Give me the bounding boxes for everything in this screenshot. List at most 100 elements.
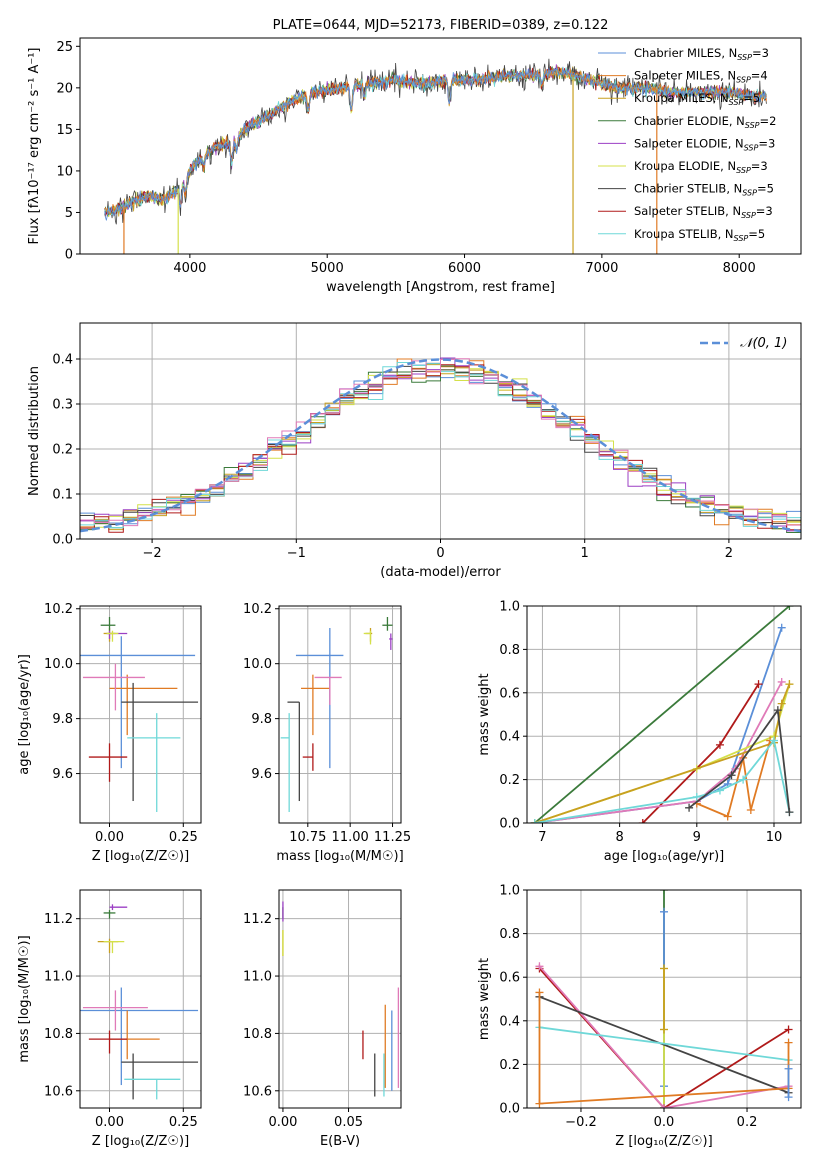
y-tick-label: 0.4 bbox=[499, 1014, 520, 1029]
weight-line-salpeter_miles bbox=[696, 740, 771, 818]
x-axis-label: Z [log₁₀(Z/Z☉)] bbox=[92, 1134, 189, 1149]
legend-label: Chabrier MILES, NSSP=3 bbox=[634, 46, 769, 62]
y-axis-label: Normed distribution bbox=[27, 366, 42, 496]
errorbar-point-salpeter_stelib bbox=[302, 743, 314, 771]
axes-mass_vs_ebv: 0.00 0.05 10.6 10.8 11.0 11.2 E(B-V) bbox=[243, 890, 401, 1149]
axes-frame bbox=[278, 889, 402, 1109]
weight-line-kroupa_stelib bbox=[534, 738, 791, 823]
y-axis-label: mass weight bbox=[477, 958, 492, 1040]
x-tick-label: 9 bbox=[693, 830, 701, 845]
x-tick-label: 0.25 bbox=[169, 1115, 198, 1130]
weight-marker bbox=[784, 1064, 793, 1073]
weight-marker bbox=[777, 699, 786, 708]
x-tick-label: 0.00 bbox=[95, 830, 124, 845]
errorbar-point-kroupa_elodie bbox=[103, 940, 125, 954]
errorbars-age_vs_mass bbox=[280, 616, 393, 813]
axes-weight_vs_z: −0.2 0.0 0.2 0.0 0.2 0.4 0.6 0.8 1.0 Z [log₁₀(Z/Z… bbox=[477, 884, 801, 1149]
y-tick-label: 0.4 bbox=[52, 353, 73, 368]
errorbar-point-chabrier_elodie bbox=[103, 910, 116, 919]
weight-marker bbox=[785, 680, 794, 689]
weight-marker bbox=[715, 786, 724, 795]
errorbar-point-salpeter_stelib bbox=[88, 743, 128, 782]
errorbars-age_vs_z bbox=[80, 616, 199, 813]
weight-line-kroupa_stelib bbox=[539, 1026, 789, 1061]
chart-title: PLATE=0644, MJD=52173, FIBERID=0389, z=0… bbox=[273, 18, 609, 33]
y-tick-label: 0.8 bbox=[499, 927, 520, 942]
y-axis-label: mass weight bbox=[477, 673, 492, 755]
errorbar-point-salpeter_elodie bbox=[109, 904, 128, 911]
y-tick-label: 1.0 bbox=[499, 600, 520, 615]
x-tick-label: 7 bbox=[538, 830, 546, 845]
legend-label: Chabrier ELODIE, NSSP=2 bbox=[634, 114, 776, 130]
weight-marker bbox=[535, 962, 544, 971]
x-tick-label: 7000 bbox=[585, 261, 618, 276]
y-tick-label: 11.0 bbox=[243, 970, 272, 985]
errorbar-point-salpeter_miles bbox=[301, 674, 330, 736]
y-tick-label: 0.0 bbox=[499, 1102, 520, 1117]
y-tick-label: 10.2 bbox=[243, 602, 272, 617]
weight-marker bbox=[777, 677, 786, 686]
axes-age_vs_mass: 10.75 11.00 11.25 9.6 9.8 10.0 10.2 mass [log₁₀… bbox=[243, 602, 411, 864]
errorbar-point-kroupa_elodie bbox=[363, 630, 372, 645]
errorbar-point-chabrier_elodie bbox=[382, 616, 393, 631]
legend-label: Kroupa STELIB, NSSP=5 bbox=[634, 227, 765, 243]
weight-line-model_pink bbox=[534, 681, 783, 823]
legend-label: Salpeter MILES, NSSP=4 bbox=[634, 69, 768, 85]
x-axis-label: age [log₁₀(age/yr)] bbox=[604, 849, 725, 864]
y-tick-label: 10.6 bbox=[243, 1084, 272, 1099]
y-tick-label: 10.8 bbox=[44, 1027, 73, 1042]
y-tick-label: 10.6 bbox=[44, 1084, 73, 1099]
axes-frame bbox=[526, 605, 802, 824]
errorbar-point-chabrier_miles bbox=[80, 987, 199, 1086]
errorbar-point-chabrier_elodie bbox=[100, 616, 116, 631]
y-tick-label: 15 bbox=[56, 123, 73, 138]
weight-marker bbox=[638, 819, 647, 823]
axes-frame bbox=[79, 37, 802, 255]
weight-marker bbox=[660, 964, 668, 973]
axes-frame bbox=[278, 605, 402, 824]
errorbar-point-salpeter_elodie bbox=[106, 630, 128, 639]
weight-marker bbox=[784, 1093, 793, 1102]
x-tick-label: 0 bbox=[436, 546, 444, 561]
y-tick-label: 11.2 bbox=[44, 912, 73, 927]
histogram-model_pink bbox=[80, 358, 801, 527]
x-axis-label: wavelength [Angstrom, rest frame] bbox=[326, 280, 555, 295]
weight-marker bbox=[530, 819, 539, 823]
errorbar-point-salpeter_stelib bbox=[88, 1030, 128, 1054]
weight-marker bbox=[723, 812, 732, 821]
axes-weight_vs_age: 7 8 9 10 0.0 0.2 0.4 0.6 0.8 1.0 age [log₁₀(age/yr… bbox=[477, 600, 801, 864]
y-axis-label: mass [log₁₀(M/M☉)] bbox=[17, 935, 32, 1062]
errorbar-point-chabrier_stelib bbox=[287, 701, 300, 802]
axes-residuals: −2 −1 0 1 2 0.0 0.1 0.2 0.3 0.4 (data-model)/error… bbox=[27, 323, 801, 580]
y-axis-label: Flux [fλ10⁻¹⁷ erg cm⁻² s⁻¹ A⁻¹] bbox=[27, 48, 42, 245]
spectrum-line-chabrier_miles bbox=[104, 66, 767, 221]
y-tick-label: 0.2 bbox=[52, 443, 73, 458]
x-tick-label: −0.2 bbox=[565, 1115, 597, 1130]
x-tick-label: 0.00 bbox=[268, 1115, 297, 1130]
weight-marker bbox=[685, 803, 694, 812]
legend-label: Salpeter STELIB, NSSP=3 bbox=[634, 204, 773, 220]
weight-marker bbox=[535, 988, 544, 997]
weight-marker bbox=[784, 1025, 793, 1034]
gaussian-curve bbox=[80, 358, 801, 533]
x-tick-label: 2 bbox=[725, 546, 733, 561]
x-tick-label: 11.00 bbox=[332, 830, 369, 845]
weight-marker bbox=[769, 736, 778, 745]
y-tick-label: 0.0 bbox=[499, 817, 520, 832]
errorbars-mass_vs_z bbox=[80, 904, 199, 1100]
axes-frame bbox=[526, 889, 802, 1109]
errorbar-point-kroupa_stelib bbox=[280, 713, 290, 813]
weight-marker bbox=[754, 680, 763, 689]
y-tick-label: 11.2 bbox=[243, 912, 272, 927]
x-tick-label: 6000 bbox=[448, 261, 481, 276]
weight-marker bbox=[660, 907, 668, 916]
x-axis-label: (data-model)/error bbox=[380, 565, 501, 580]
weight-marker bbox=[777, 623, 786, 632]
weight-line-chabrier_miles bbox=[534, 627, 783, 823]
axes-frame bbox=[79, 889, 202, 1109]
x-tick-label: 0.2 bbox=[737, 1115, 758, 1130]
histogram-steps bbox=[80, 357, 801, 533]
axes-spectrum: 4000 5000 6000 7000 8000 0 5 10 15 20 25 wavelength… bbox=[27, 40, 756, 295]
legend-label: Salpeter ELODIE, NSSP=3 bbox=[634, 136, 775, 152]
